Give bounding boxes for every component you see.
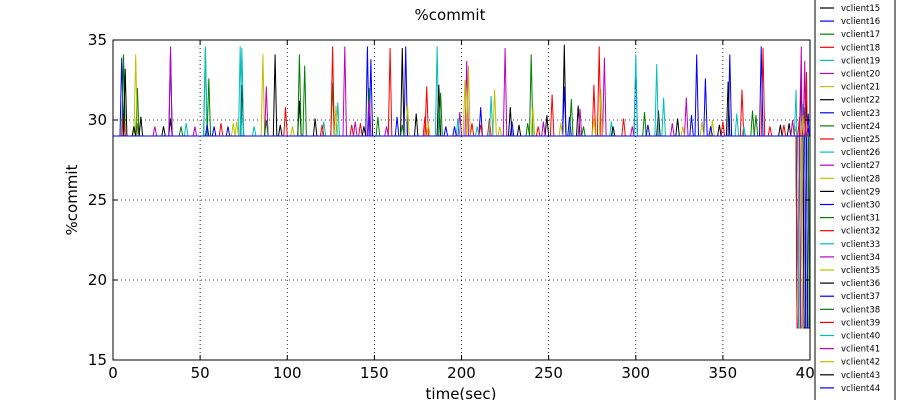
- legend-label: vclient28: [841, 174, 880, 184]
- legend-label: vclient15: [841, 4, 880, 14]
- legend-label: vclient19: [841, 56, 880, 66]
- legend-label: vclient27: [841, 161, 880, 171]
- x-tick-label: 350: [709, 364, 738, 382]
- legend-label: vclient24: [841, 122, 880, 132]
- legend-label: vclient34: [841, 253, 880, 263]
- y-tick-labels: 15 20 25 30 35: [88, 31, 107, 369]
- x-tick-label: 200: [447, 364, 476, 382]
- x-axis-label: time(sec): [426, 385, 497, 400]
- y-tick-label: 15: [88, 351, 107, 369]
- legend-label: vclient22: [841, 96, 880, 106]
- x-tick-label: 300: [621, 364, 650, 382]
- legend-label: vclient30: [841, 201, 880, 211]
- legend-label: vclient42: [841, 358, 880, 368]
- x-tick-label: 250: [534, 364, 563, 382]
- legend-label: vclient43: [841, 371, 880, 381]
- legend-label: vclient40: [841, 332, 880, 342]
- legend-label: vclient18: [841, 43, 880, 53]
- legend-label: vclient26: [841, 148, 880, 158]
- legend-label: vclient41: [841, 345, 880, 355]
- y-axis-label: %commit: [63, 164, 81, 235]
- legend-label: vclient36: [841, 279, 880, 289]
- chart-title: %commit: [415, 6, 486, 24]
- legend: vclient15 vclient16 vclient17 vclient18 vcli…: [814, 0, 896, 400]
- series-lines: [113, 44, 810, 329]
- legend-label: vclient39: [841, 318, 880, 328]
- legend-label: vclient16: [841, 17, 880, 27]
- y-tick-label: 25: [88, 191, 107, 209]
- legend-label: vclient25: [841, 135, 880, 145]
- legend-label: vclient20: [841, 70, 880, 80]
- legend-label: vclient44: [841, 384, 880, 394]
- x-tick-label: 50: [191, 364, 210, 382]
- legend-label: vclient32: [841, 227, 880, 237]
- legend-items: vclient15 vclient16 vclient17 vclient18 vcli…: [820, 4, 880, 394]
- legend-box: [814, 0, 896, 400]
- x-tick-label: 100: [273, 364, 302, 382]
- legend-label: vclient23: [841, 109, 880, 119]
- legend-label: vclient35: [841, 266, 880, 276]
- tick-marks: [112, 39, 811, 361]
- plot-area: [112, 39, 811, 361]
- x-tick-label: 0: [108, 364, 118, 382]
- legend-label: vclient17: [841, 30, 880, 40]
- legend-label: vclient21: [841, 83, 880, 93]
- legend-label: vclient29: [841, 187, 880, 197]
- legend-label: vclient31: [841, 214, 880, 224]
- y-tick-label: 30: [88, 111, 107, 129]
- legend-label: vclient38: [841, 305, 880, 315]
- x-tick-label: 150: [360, 364, 389, 382]
- legend-label: vclient37: [841, 292, 880, 302]
- x-tick-labels: 0 50 100 150 200 250 300 350 400: [108, 364, 824, 382]
- series-line-vclient44: [113, 126, 810, 329]
- legend-label: vclient33: [841, 240, 880, 250]
- y-tick-label: 20: [88, 271, 107, 289]
- y-tick-label: 35: [88, 31, 107, 49]
